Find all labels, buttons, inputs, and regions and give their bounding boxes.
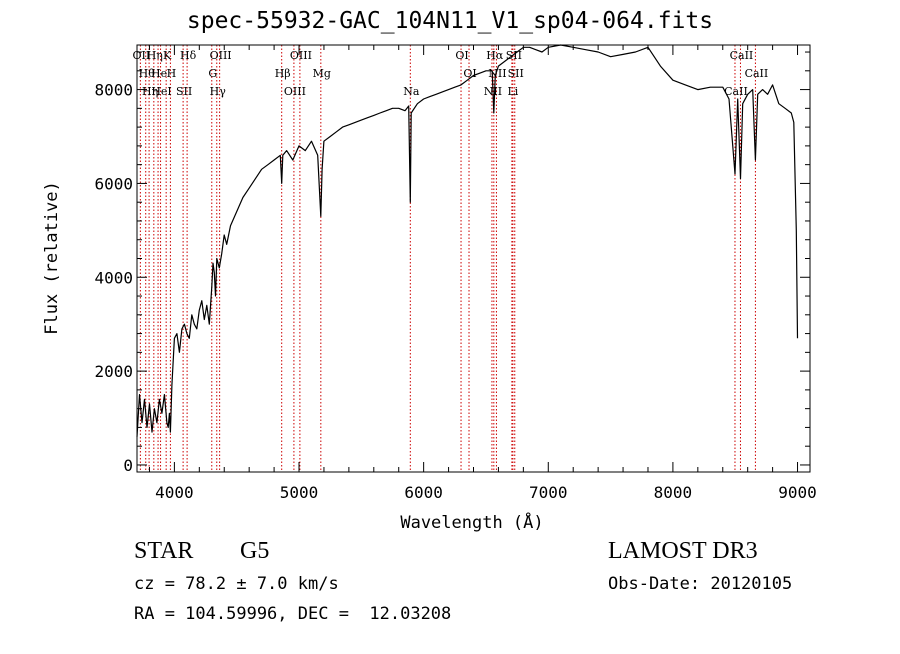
spectral-line-label: OIII — [284, 85, 306, 98]
spectral-line-label: HeI — [151, 85, 171, 98]
y-tick-label: 2000 — [94, 362, 133, 381]
y-tick-label: 4000 — [94, 268, 133, 287]
spectral-line-label: Na — [403, 85, 420, 98]
spectral-line-label: Hη — [142, 85, 158, 98]
y-axis-label: Flux (relative) — [42, 181, 62, 335]
spectral-line-label: CaII — [730, 49, 754, 62]
x-tick-label: 8000 — [654, 483, 693, 502]
spectral-line-label: Hδ — [180, 49, 197, 62]
object-subclass: G5 — [240, 538, 270, 564]
line-labels-layer: OIIHθHηHηHeHeIKHSIIHδGHγOIIIHβOIIIOIIIMg… — [133, 49, 769, 98]
spectral-line-label: Hβ — [275, 67, 291, 80]
spectrum-line — [136, 44, 799, 437]
spectral-line-label: K — [163, 49, 172, 62]
spectral-line-label: OII — [133, 49, 151, 62]
spectral-line-label: He — [151, 67, 167, 80]
spectral-line-label: OI — [455, 49, 468, 62]
spectral-line-label: Hθ — [139, 67, 156, 80]
spectral-line-label: CaII — [724, 85, 748, 98]
spectral-line-label: Li — [507, 85, 518, 98]
spectral-line-label: NII — [484, 85, 502, 98]
redshift-cz: cz = 78.2 ± 7.0 km/s — [134, 574, 339, 594]
y-tick-label: 6000 — [94, 174, 133, 193]
spectral-line-label: Hγ — [210, 85, 227, 98]
spectral-line-label: OIII — [210, 49, 232, 62]
spectral-line-label: OI — [463, 67, 476, 80]
spectral-lines-layer — [139, 45, 756, 472]
spectral-line-label: SII — [508, 67, 524, 80]
y-tick-label: 0 — [123, 456, 133, 475]
spectral-line-label: SII — [506, 49, 522, 62]
plot-frame — [136, 44, 811, 473]
x-axis-label: Wavelength (Å) — [400, 511, 543, 533]
spectral-line-label: Hα — [486, 49, 504, 62]
spectral-line-label: CaII — [745, 67, 769, 80]
x-tick-label: 5000 — [280, 483, 319, 502]
spectrum-layer — [136, 44, 799, 437]
chart-title: spec-55932-GAC_104N11_V1_sp04-064.fits — [186, 8, 714, 34]
object-class: STAR — [134, 538, 194, 564]
survey-name: LAMOST DR3 — [608, 538, 758, 564]
y-tick-label: 8000 — [94, 81, 133, 100]
spectral-line-label: H — [167, 67, 177, 80]
spectral-line-label: NII — [488, 67, 506, 80]
axis-ticks-layer: 4000 5000 6000 7000 8000 9000 0 2000 4000 6000 800… — [94, 45, 817, 502]
ra-dec-coordinates: RA = 104.59996, DEC = 12.03208 — [134, 604, 452, 624]
x-tick-label: 4000 — [155, 483, 194, 502]
x-tick-label: 6000 — [404, 483, 443, 502]
x-tick-label: 9000 — [778, 483, 817, 502]
spectral-line-label: Hη — [147, 49, 163, 62]
spectral-line-label: OIII — [290, 49, 312, 62]
observation-date: Obs-Date: 20120105 — [608, 574, 793, 594]
spectral-line-label: G — [208, 67, 217, 80]
spectral-line-label: SII — [176, 85, 192, 98]
x-tick-label: 7000 — [529, 483, 568, 502]
spectral-line-label: Mg — [313, 67, 331, 80]
